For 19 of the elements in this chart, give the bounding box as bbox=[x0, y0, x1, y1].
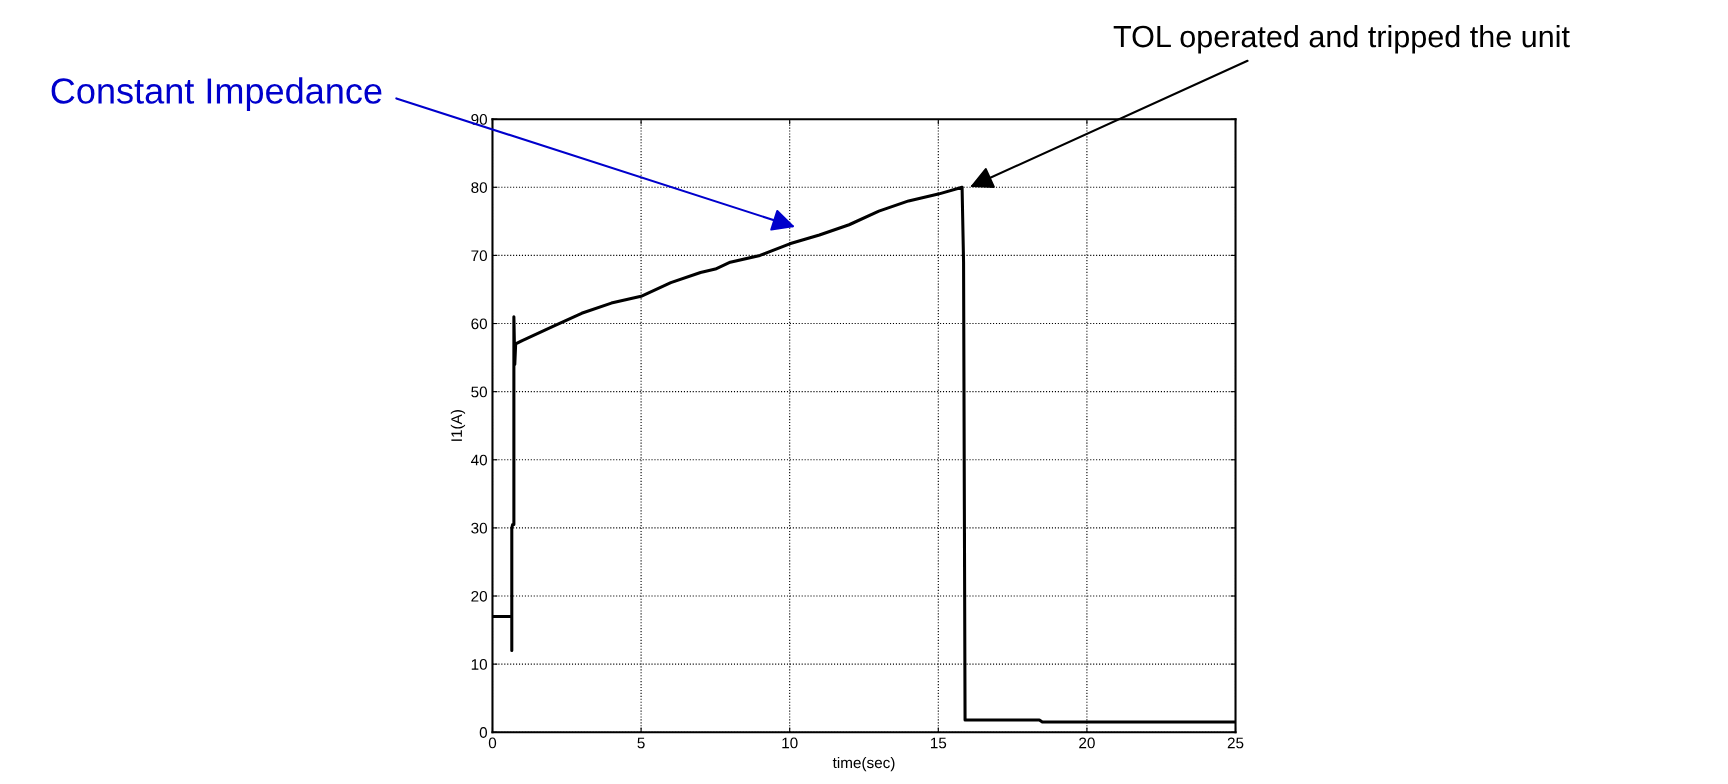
text: Constant Impedance bbox=[51, 77, 382, 111]
x-axis-title: time(sec) bbox=[832, 756, 895, 772]
y-tick-label: 40 bbox=[470, 454, 488, 466]
y-tick-label: 10 bbox=[471, 659, 488, 670]
x-tick-label: 15 bbox=[930, 737, 947, 749]
x-tick-label: 5 bbox=[637, 737, 645, 749]
y-tick-label: 30 bbox=[471, 522, 488, 534]
x-tick-label: 10 bbox=[782, 737, 798, 749]
y-tick-label: 50 bbox=[471, 386, 488, 398]
x-tick-label: 20 bbox=[1079, 737, 1095, 749]
y-tick-label: 80 bbox=[471, 182, 488, 193]
x-tick-label: 25 bbox=[1227, 737, 1244, 749]
y-tick-label: 20 bbox=[471, 590, 488, 602]
text: TOL operated and tripped the unit bbox=[1113, 24, 1570, 54]
y-axis-title: I1(A) bbox=[450, 410, 466, 441]
y-tick-label: 60 bbox=[471, 318, 488, 330]
y-tick-label: 70 bbox=[471, 250, 488, 262]
x-tick-label: 0 bbox=[488, 737, 497, 749]
y-tick-label: 0 bbox=[479, 727, 488, 738]
